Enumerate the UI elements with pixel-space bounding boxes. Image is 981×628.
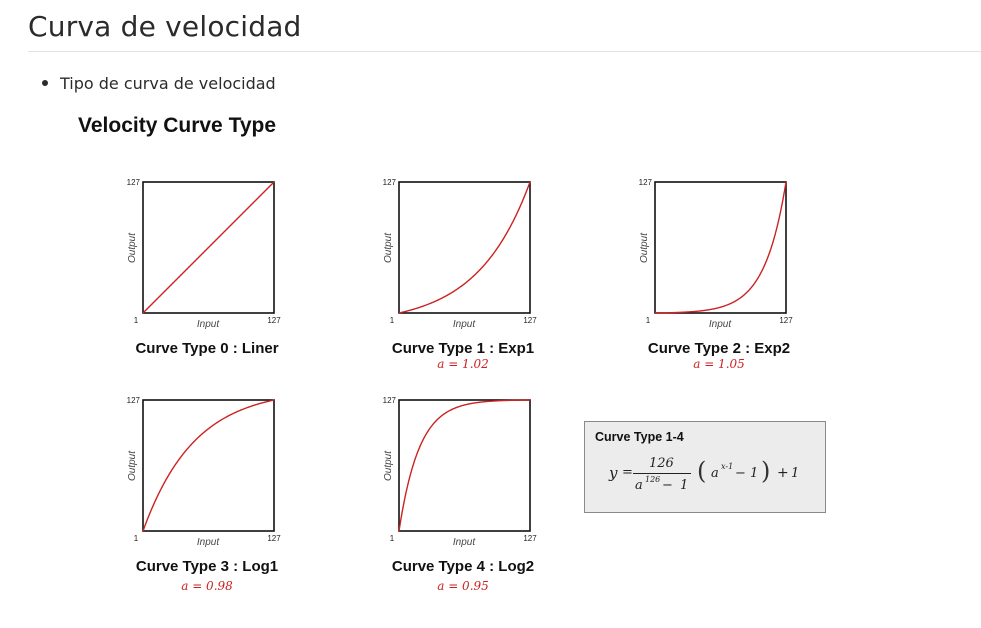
x-tick-label-min: 1 [390,534,395,543]
formula-equals: = [622,465,633,480]
x-axis-label: Input [709,319,732,330]
formula-numerator: 126 [649,456,674,471]
x-axis-label: Input [453,537,476,548]
velocity-curve-line [398,399,531,532]
plot-frame [398,399,531,532]
y-axis-label: Output [127,232,138,263]
formula-term-exp: x-1 [721,462,734,471]
x-tick-label-min: 1 [134,316,139,325]
x-axis-label: Input [197,319,220,330]
x-axis-label: Input [197,537,220,548]
plot-frame [142,399,275,532]
fraction-bar [633,473,691,474]
x-tick-label-max: 127 [779,316,793,325]
formula-den-one: 1 [680,478,689,493]
bullet-item: Tipo de curva de velocidad [42,74,276,93]
y-tick-label-max: 127 [383,178,397,187]
formula-den-minus: − [662,478,673,493]
velocity-curve-line [142,399,275,532]
y-axis-label: Output [383,232,394,263]
y-tick-label-max: 127 [383,396,397,405]
figure-title: Velocity Curve Type [78,114,277,137]
chart-param: a = 1.02 [437,357,489,371]
chart-curve-type-0: 127 1 127 Input Output [124,176,282,330]
formula-den-base: a [635,478,643,493]
plot-frame [398,181,531,314]
y-axis-label: Output [127,450,138,481]
formula-term-minus: − [735,466,746,481]
chart-curve-type-1: 127 1 127 Input Output [380,176,538,330]
chart-curve-type-4: 127 1 127 Input Output [380,394,538,548]
chart-name: Curve Type 3 : Log1 [135,558,279,575]
plot-frame [654,181,787,314]
chart-svg: 127 1 127 Input Output [127,178,282,330]
formula-lhs: y [609,464,618,482]
chart-curve-type-2: 127 1 127 Input Output [636,176,794,330]
chart-svg: 127 1 127 Input Output [383,178,538,330]
y-axis-label: Output [383,450,394,481]
chart-svg: 127 1 127 Input Output [383,396,538,548]
velocity-curve-line [398,181,531,314]
x-tick-label-max: 127 [267,316,281,325]
chart-svg: 127 1 127 Input Output [639,178,794,330]
x-tick-label-min: 1 [134,534,139,543]
bullet-text: Tipo de curva de velocidad [60,74,276,93]
chart-svg: 127 1 127 Input Output [127,396,282,548]
x-tick-label-min: 1 [390,316,395,325]
chart-name: Curve Type 0 : Liner [135,340,279,357]
chart-param: a = 0.95 [437,579,489,593]
chart-name: Curve Type 2 : Exp2 [647,340,791,357]
formula-box: Curve Type 1-4 y = 126 a 126 − 1 ( a x-1… [584,421,826,513]
x-tick-label-min: 1 [646,316,651,325]
title-divider [28,51,981,52]
x-tick-label-max: 127 [523,534,537,543]
page-title: Curva de velocidad [28,10,302,43]
formula-den-exp: 126 [645,475,661,484]
y-tick-label-max: 127 [127,396,141,405]
formula-open-paren: ( [697,457,707,485]
x-axis-label: Input [453,319,476,330]
chart-param: a = 0.98 [181,579,233,593]
formula-close-paren: ) [761,457,771,485]
chart-name: Curve Type 1 : Exp1 [391,340,535,357]
bullet-dot [42,79,48,86]
chart-curve-type-3: 127 1 127 Input Output [124,394,282,548]
y-tick-label-max: 127 [639,178,653,187]
velocity-curve-line [142,181,275,314]
formula-plus-one: 1 [791,466,800,481]
velocity-curve-line [654,181,787,314]
x-tick-label-max: 127 [523,316,537,325]
formula-term-one: 1 [750,466,759,481]
y-tick-label-max: 127 [127,178,141,187]
formula-plus: + [777,465,789,481]
formula-term-base: a [711,466,719,481]
x-tick-label-max: 127 [267,534,281,543]
y-axis-label: Output [639,232,650,263]
formula-title: Curve Type 1-4 [595,430,684,444]
chart-param: a = 1.05 [693,357,745,371]
chart-name: Curve Type 4 : Log2 [391,558,535,575]
